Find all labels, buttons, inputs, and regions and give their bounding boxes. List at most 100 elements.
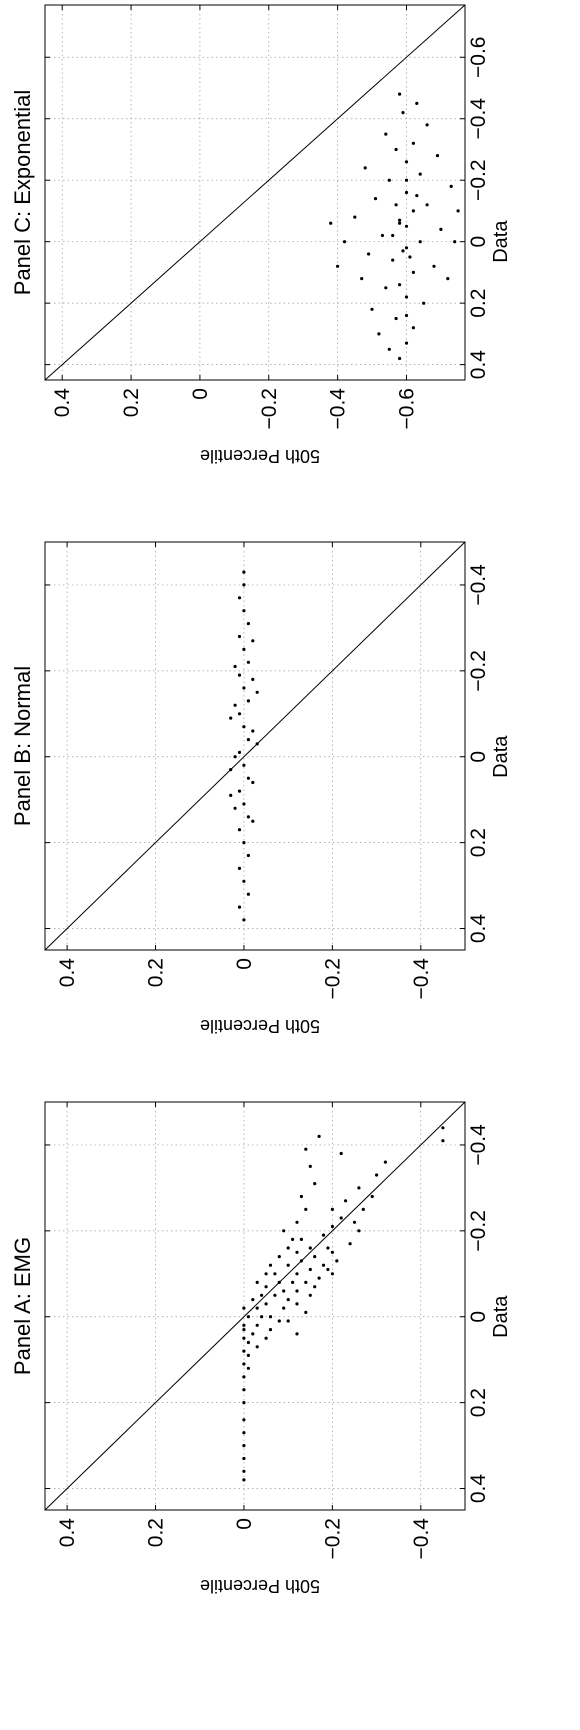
panel-c-point-50: [415, 194, 419, 198]
panel-a-point-83: [339, 1151, 343, 1156]
panel-a-reference-line: [44, 1101, 466, 1511]
panel-b-point-39: [233, 664, 237, 669]
panel-a-xtick-label-4: 0.4: [467, 1474, 490, 1504]
panel-a-point-21: [255, 1323, 259, 1327]
panel-a-point-70: [264, 1272, 268, 1276]
panel-c-ytick-label-0: 0.4: [51, 388, 74, 418]
panel-b-point-22: [237, 634, 242, 639]
panel-c-point-35: [401, 111, 405, 115]
panel-a-point-89: [313, 1285, 317, 1289]
panel-c: −0.6 −0.4 −0.2 0 0.2 0.4 0.4 0.2 0 −0.2 −0.4 −0.6 Da…: [10, 4, 512, 466]
panel-a-point-13: [246, 1366, 250, 1370]
panel-c-point-31: [394, 147, 398, 152]
panel-b-point-34: [229, 793, 233, 798]
panel-b-point-13: [237, 750, 242, 755]
panel-b-point-1: [237, 905, 242, 909]
panel-a-point-71: [268, 1263, 273, 1267]
panel-c-point-1: [387, 347, 391, 351]
panel-c-point-45: [404, 224, 409, 228]
panel-a-point-69: [255, 1280, 259, 1284]
panel-a-point-33: [286, 1298, 290, 1302]
panel-c-point-2: [404, 341, 409, 345]
panel-b-point-24: [242, 609, 246, 613]
panel-c-point-48: [408, 255, 412, 259]
panel-a-point-84: [441, 1139, 445, 1143]
panel-b-point-17: [246, 699, 250, 703]
panel-a-point-62: [370, 1194, 374, 1199]
panel-a-point-74: [291, 1237, 295, 1241]
panel-c-point-40: [329, 221, 333, 225]
panel-b-ylabel: 50th Percentile: [200, 1016, 320, 1036]
panel-c-point-44: [391, 233, 395, 238]
panel-c-point-0: [398, 356, 402, 361]
panel-a-point-68: [260, 1293, 264, 1297]
panel-b-xtick-label-1: −0.2: [467, 650, 490, 691]
panel-a-point-4: [242, 1431, 246, 1435]
panel-c-point-8: [404, 295, 409, 299]
panel-a-point-35: [277, 1280, 281, 1284]
panel-a: −0.4 −0.2 0 0.2 0.4 0.4 0.2 0 −0.2 −0.4 Data 50th P…: [10, 1101, 512, 1596]
panel-a-point-15: [246, 1340, 250, 1345]
panel-b-xtick-label-0: −0.4: [467, 564, 490, 606]
panel-a-point-40: [295, 1272, 299, 1276]
panel-a-point-67: [357, 1229, 361, 1233]
panel-b-point-19: [237, 673, 242, 677]
panel-c-title: Panel C: Exponential: [10, 90, 35, 295]
panel-b-point-10: [237, 789, 242, 793]
panel-a-point-86: [286, 1319, 290, 1323]
panel-a-point-80: [308, 1164, 312, 1168]
panel-c-point-18: [439, 227, 443, 231]
panel-a-ytick-label-0: 0.4: [56, 1518, 79, 1548]
panel-c-point-10: [360, 277, 364, 281]
panel-a-point-81: [304, 1147, 308, 1151]
panel-a-point-59: [344, 1199, 348, 1203]
panel-a-point-41: [286, 1263, 290, 1267]
panel-a-point-72: [277, 1255, 281, 1259]
panel-a-point-46: [295, 1250, 299, 1254]
panel-a-point-11: [242, 1336, 246, 1340]
panel-c-point-34: [425, 123, 429, 127]
panel-b-xlabel: Data: [490, 735, 512, 778]
panel-b-xtick-label-2: 0: [467, 751, 490, 763]
panel-c-point-36: [415, 101, 419, 105]
panel-b-point-35: [255, 742, 259, 746]
panel-b-point-21: [242, 647, 246, 652]
panel-a-point-18: [242, 1306, 246, 1310]
panel-c-point-6: [370, 307, 374, 311]
panel-a-point-7: [242, 1388, 246, 1392]
panel-a-point-85: [441, 1126, 445, 1130]
panel-a-point-34: [282, 1289, 286, 1293]
panel-b-point-23: [246, 622, 250, 626]
panel-c-point-32: [411, 141, 415, 145]
panel-b-point-33: [251, 677, 255, 682]
panel-c-point-38: [336, 264, 340, 268]
panel-c-point-25: [449, 184, 453, 188]
panel-b-point-16: [237, 712, 242, 716]
panel-c-reference-line: [44, 4, 466, 381]
panel-a-point-48: [321, 1263, 326, 1267]
panel-a-point-10: [242, 1349, 246, 1353]
panel-a-ytick-label-4: −0.4: [410, 1518, 433, 1560]
panel-c-point-17: [380, 233, 384, 238]
panel-b-point-20: [246, 660, 250, 664]
panel-a-point-2: [242, 1456, 246, 1461]
panel-a-point-51: [299, 1237, 303, 1241]
panel-b-xtick-label-4: 0.4: [467, 914, 490, 944]
panel-b-point-31: [251, 729, 255, 733]
panel-b-point-36: [229, 716, 233, 720]
panel-c-ytick-label-5: −0.6: [395, 388, 418, 429]
panel-b-ytick-label-4: −0.4: [410, 958, 433, 1000]
panel-a-point-8: [242, 1375, 246, 1379]
panel-c-ytick-label-4: −0.4: [327, 388, 350, 430]
panel-b-point-5: [246, 853, 250, 858]
panel-b-point-40: [251, 819, 255, 823]
panel-c-xtick-label-1: −0.4: [467, 98, 490, 140]
panel-c-xtick-label-3: 0: [467, 236, 490, 248]
panel-a-point-65: [383, 1160, 387, 1164]
panel-b-ytick-label-2: 0: [233, 958, 256, 970]
panel-a-point-77: [304, 1207, 308, 1211]
panel-a-point-53: [335, 1259, 339, 1263]
panel-a-point-88: [304, 1310, 308, 1314]
panel-a-xlabel: Data: [490, 1295, 512, 1338]
